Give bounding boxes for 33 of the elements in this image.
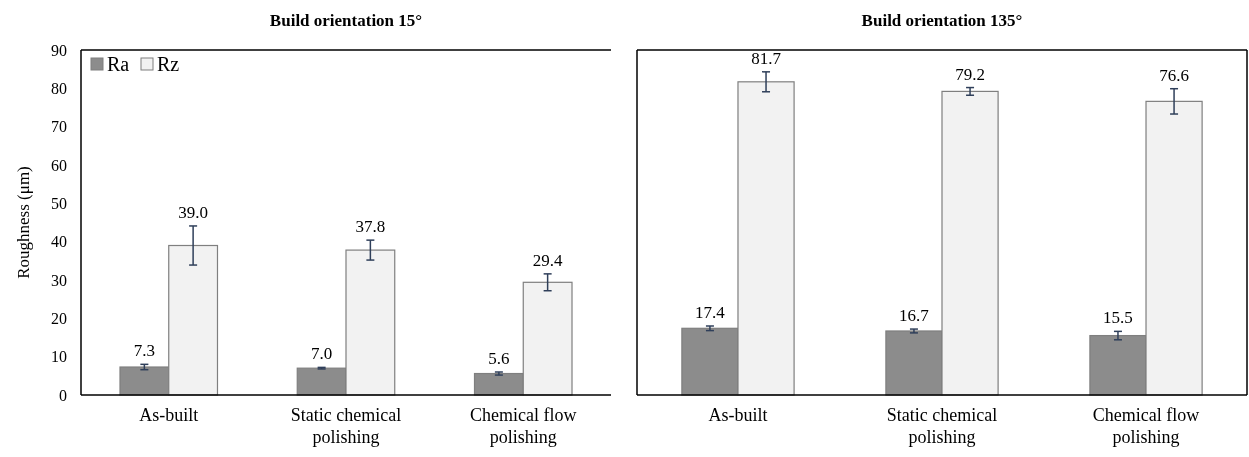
y-tick-label: 60 bbox=[51, 156, 67, 174]
data-label: 29.4 bbox=[532, 250, 564, 270]
y-tick-label: 10 bbox=[51, 348, 67, 366]
y-tick-label: 80 bbox=[51, 79, 67, 97]
data-label: 16.7 bbox=[899, 306, 930, 326]
y-tick-label: 20 bbox=[51, 309, 67, 327]
y-tick-label: 50 bbox=[51, 194, 67, 212]
y-axis-title: Roughness (μm) bbox=[14, 166, 33, 279]
y-tick-label: 70 bbox=[51, 118, 67, 136]
y-tick-label: 0 bbox=[59, 386, 67, 404]
x-tick-label: Static chemical polishing bbox=[290, 405, 402, 447]
x-tick-label: As-built bbox=[708, 405, 768, 425]
x-tick-label: As-built bbox=[139, 405, 199, 425]
chart-title: Build orientation 15° bbox=[269, 11, 423, 30]
y-tick-label: 90 bbox=[51, 41, 67, 59]
data-label: 76.6 bbox=[1159, 65, 1189, 85]
data-label: 7.3 bbox=[133, 341, 155, 361]
legend-label: Ra bbox=[107, 53, 130, 75]
legend-label: Rz bbox=[157, 53, 180, 75]
chart-title: Build orientation 135° bbox=[861, 11, 1023, 30]
y-tick-label: 40 bbox=[51, 233, 67, 251]
data-label: 79.2 bbox=[955, 64, 985, 84]
data-label: 39.0 bbox=[178, 202, 208, 222]
data-label: 7.0 bbox=[311, 344, 333, 364]
data-label: 37.8 bbox=[355, 217, 386, 237]
data-label: 17.4 bbox=[695, 303, 726, 322]
data-label: 15.5 bbox=[1103, 308, 1133, 328]
x-tick-label: Chemical flow polishing bbox=[470, 405, 577, 447]
data-label: 5.6 bbox=[488, 349, 510, 368]
x-tick-label: Chemical flow polishing bbox=[1092, 405, 1200, 447]
y-tick-label: 30 bbox=[51, 271, 67, 289]
x-tick-label: Static chemical polishing bbox=[886, 405, 998, 447]
data-label: 81.7 bbox=[751, 48, 782, 68]
